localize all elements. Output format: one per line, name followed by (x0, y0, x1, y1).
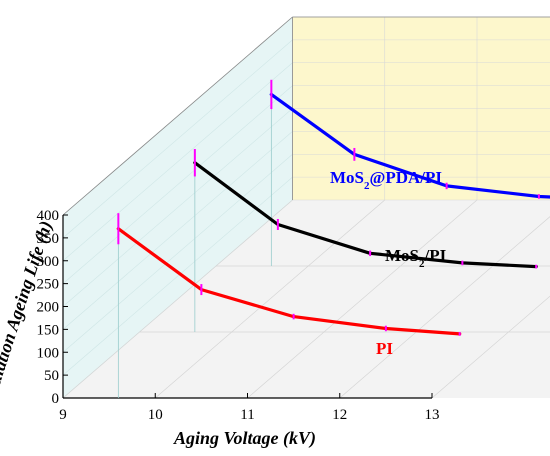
left-grid-line-7 (62, 39, 293, 239)
y-tick-label-0: 0 (52, 391, 60, 407)
chart-series (116, 79, 550, 398)
y-tick-label-5: 250 (37, 277, 60, 293)
x-tick-label-2: 11 (240, 407, 254, 423)
x-tick-label-3: 12 (332, 407, 347, 423)
x-axis-title: Aging Voltage (kV) (173, 428, 316, 449)
left-grid-line-6 (62, 62, 293, 261)
y-tick-label-2: 100 (37, 345, 60, 361)
left-grid-line-3 (62, 131, 293, 330)
y-tick-label-1: 50 (44, 368, 59, 384)
floor-grid-line-4 (431, 295, 550, 399)
x-tick-label-1: 10 (148, 407, 163, 423)
x-tick-label-4: 13 (425, 407, 440, 423)
left-grid-line-4 (62, 108, 293, 307)
left-grid-line-1 (62, 176, 293, 376)
series-label-1: MoS2/PI (385, 246, 447, 270)
series-label-0: PI (376, 339, 393, 358)
floor-grid-line-2 (247, 199, 478, 399)
y-tick-label-7: 350 (37, 231, 60, 247)
floor-grid-line-1 (155, 199, 385, 399)
left-grid-line-5 (62, 85, 293, 284)
y-tick-label-6: 300 (37, 254, 60, 270)
y-tick-label-3: 150 (37, 322, 60, 338)
y-tick-label-8: 400 (37, 208, 60, 224)
edge-top-left (62, 16, 293, 216)
floor-plane (63, 200, 550, 398)
floor-grid-line-3 (339, 216, 550, 399)
floor-grid-line-0 (62, 199, 293, 399)
y-tick-label-4: 200 (37, 300, 60, 316)
x-tick-label-0: 9 (59, 407, 67, 423)
series-label-2: MoS2@PDA/PI (330, 168, 442, 192)
chart-labels: PI MoS2/PI MoS2@PDA/PI (330, 168, 447, 358)
left-grid-line-2 (62, 154, 293, 353)
